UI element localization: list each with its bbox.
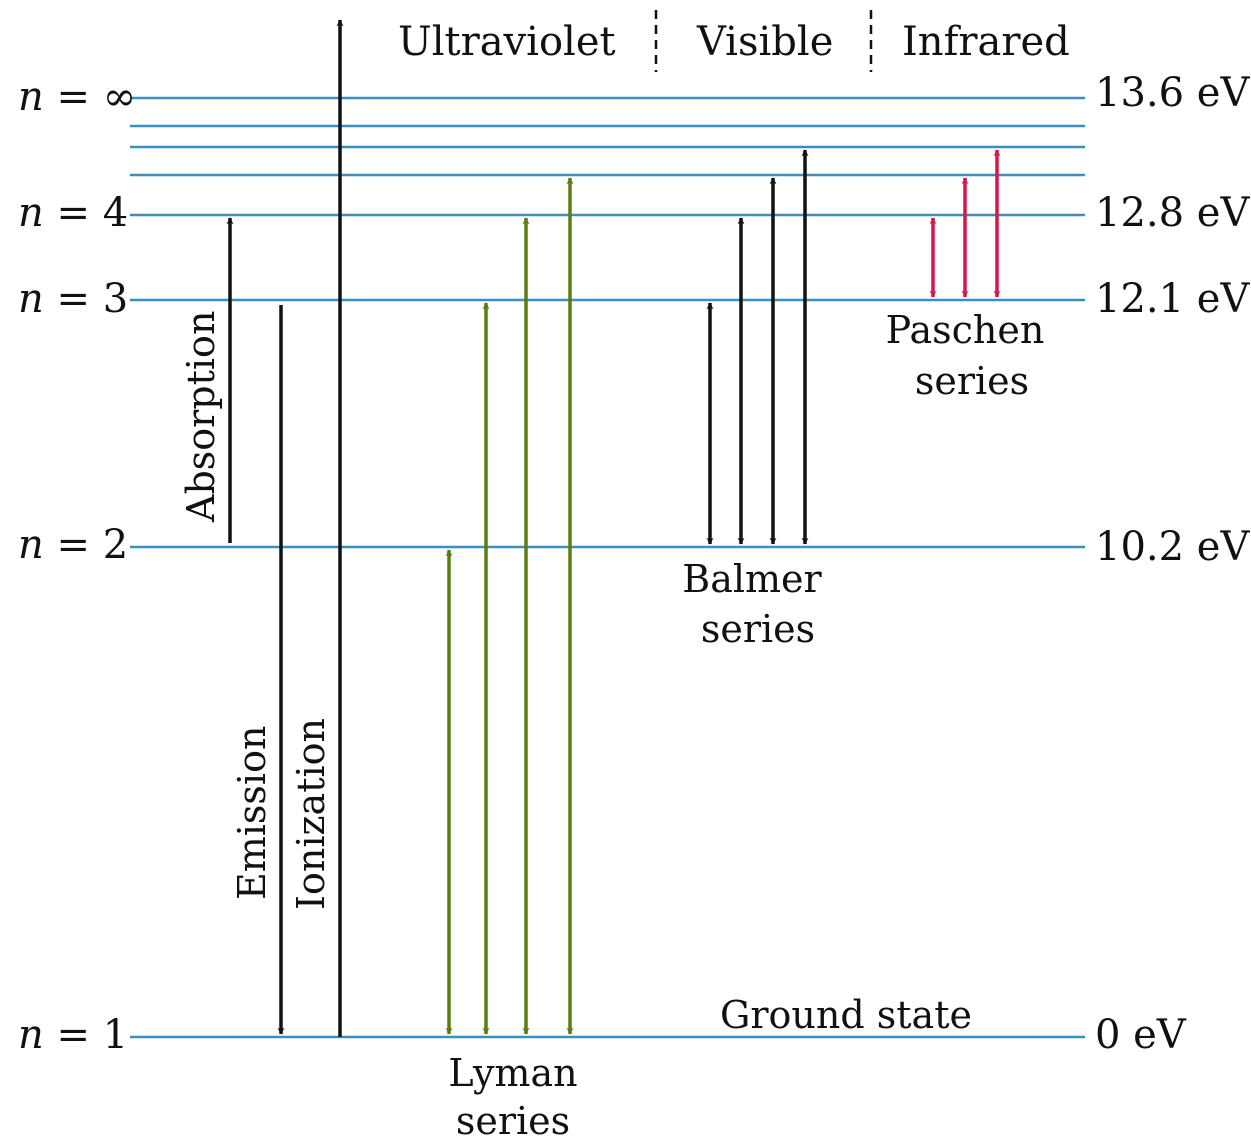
balmer-label-series: series bbox=[701, 607, 815, 651]
lyman-label-series: series bbox=[456, 1099, 570, 1142]
energy-label-2: 10.2 eV bbox=[1095, 524, 1250, 570]
energy-label-4: 12.8 eV bbox=[1095, 190, 1250, 236]
energy-levels bbox=[130, 96, 1085, 1039]
level-label-3: n = 3 bbox=[18, 276, 128, 322]
region-label-infrared: Infrared bbox=[902, 19, 1070, 65]
level-label-inf: n = ∞ bbox=[18, 74, 136, 120]
balmer-series: Balmer series bbox=[682, 149, 823, 651]
emission-label: Emission bbox=[230, 726, 274, 900]
absorption-label: Absorption bbox=[179, 311, 223, 523]
region-label-visible: Visible bbox=[696, 19, 833, 65]
energy-label-1: 0 eV bbox=[1095, 1012, 1187, 1058]
paschen-series: Paschen series bbox=[886, 149, 1045, 403]
balmer-label: Balmer bbox=[682, 557, 822, 601]
lyman-series: Lyman series bbox=[445, 177, 578, 1142]
ionization-label: Ionization bbox=[289, 718, 333, 910]
region-label-ultraviolet: Ultraviolet bbox=[398, 19, 616, 65]
ground-state-label: Ground state bbox=[720, 993, 972, 1037]
level-label-2: n = 2 bbox=[18, 522, 128, 568]
level-label-4: n = 4 bbox=[18, 190, 128, 236]
spectral-regions: Ultraviolet Visible Infrared bbox=[398, 10, 1070, 72]
energy-labels: 13.6 eV 12.8 eV 12.1 eV 10.2 eV 0 eV bbox=[1095, 70, 1250, 1058]
level-label-1: n = 1 bbox=[18, 1012, 128, 1058]
energy-label-inf: 13.6 eV bbox=[1095, 70, 1250, 116]
paschen-label-series: series bbox=[915, 359, 1029, 403]
paschen-label: Paschen bbox=[886, 308, 1045, 352]
lyman-label: Lyman bbox=[448, 1051, 577, 1095]
level-labels: n = ∞ n = 4 n = 3 n = 2 n = 1 bbox=[18, 74, 136, 1058]
energy-label-3: 12.1 eV bbox=[1095, 276, 1250, 322]
transition-examples: Absorption Emission Ionization bbox=[179, 19, 344, 1037]
